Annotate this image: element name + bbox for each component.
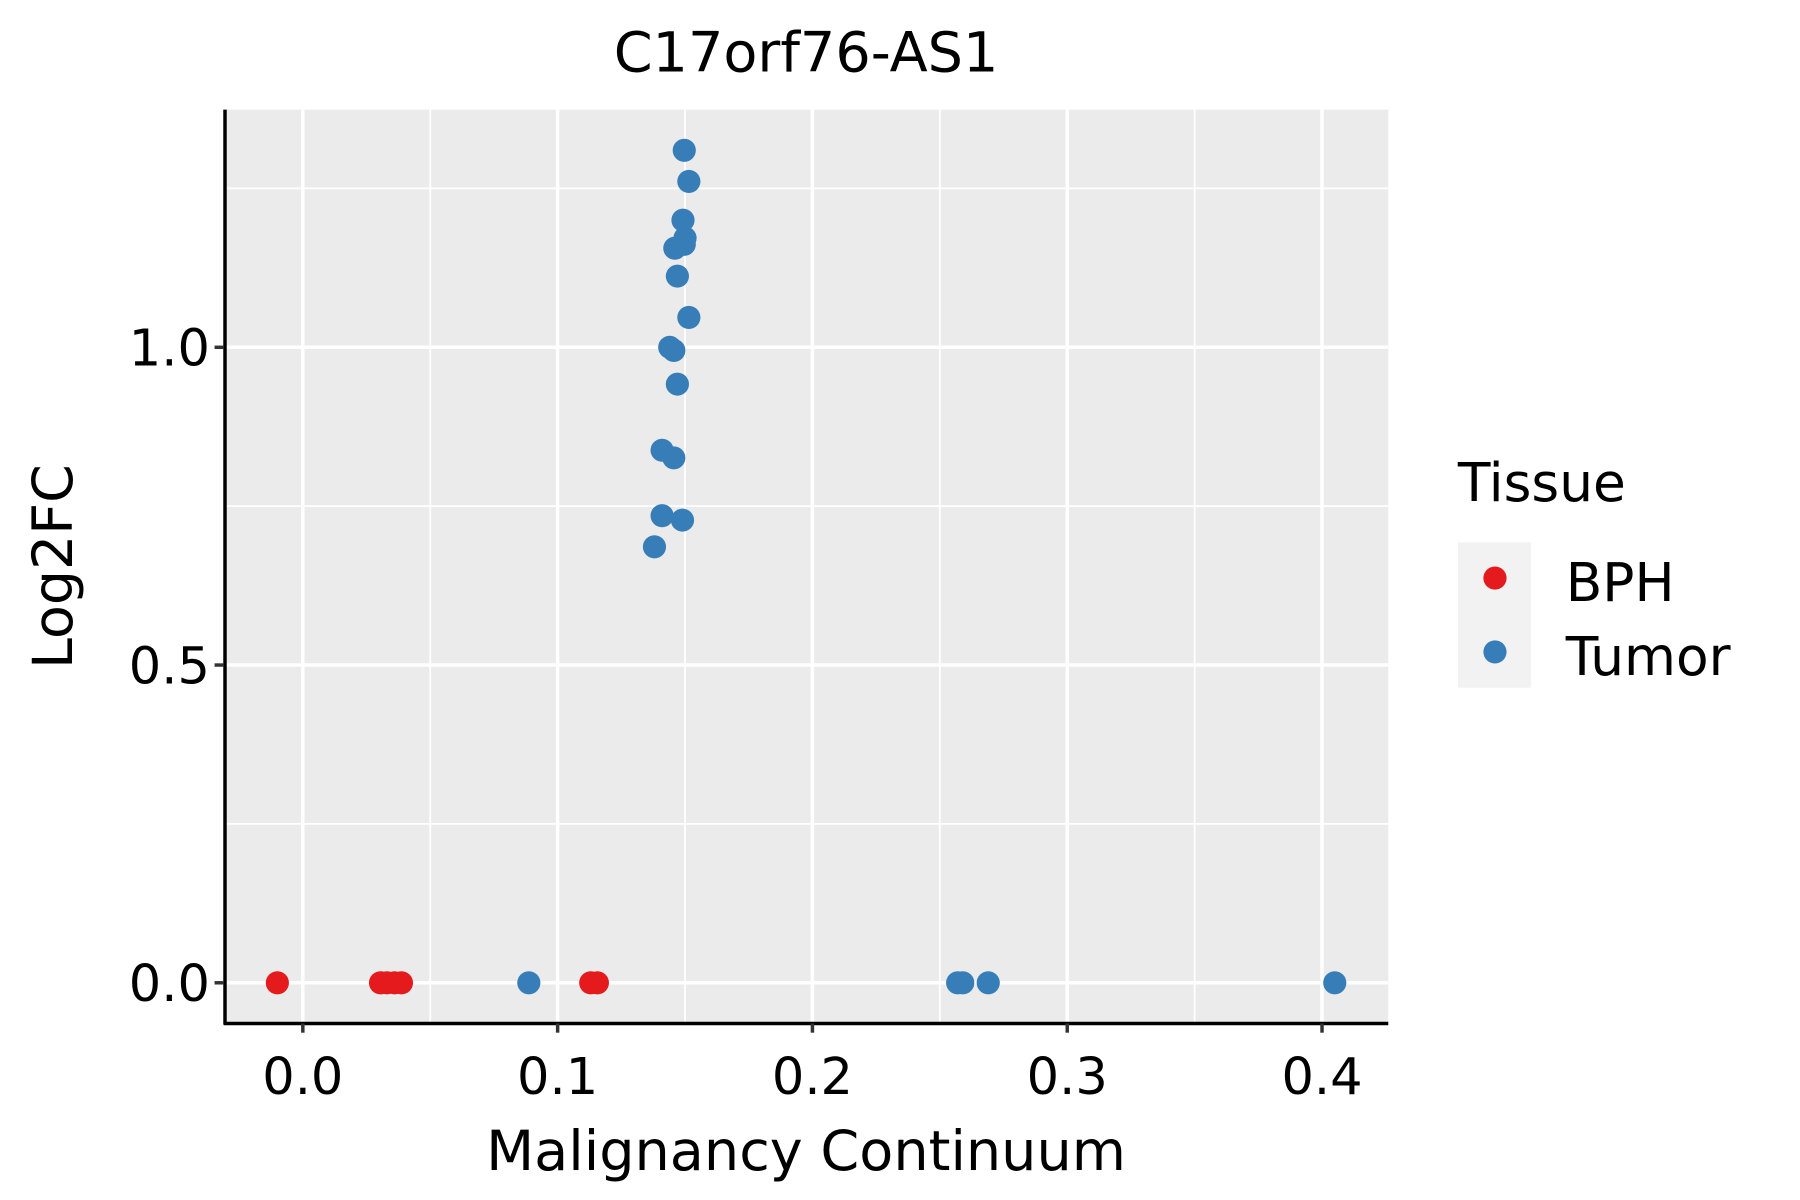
data-point-tumor (677, 305, 701, 329)
data-point-tumor (642, 535, 667, 559)
chart-title: C17orf76-AS1 (614, 21, 999, 86)
data-point-tumor (976, 971, 1000, 995)
legend-title: Tissue (1457, 452, 1626, 514)
data-point-tumor (665, 372, 689, 396)
x-tick-label: 0.4 (1281, 1048, 1362, 1107)
data-point-bph (265, 971, 289, 995)
x-tick-label: 0.2 (772, 1048, 853, 1107)
x-axis-title: Malignancy Continuum (486, 1119, 1126, 1184)
y-tick-label: 0.0 (129, 955, 210, 1014)
legend-label-bph: BPH (1566, 552, 1675, 614)
data-point-tumor (1323, 971, 1347, 995)
legend: Tissue BPH Tumor (1457, 452, 1731, 688)
legend-key-bph (1483, 566, 1507, 590)
data-point-tumor (663, 236, 687, 260)
data-point-tumor (650, 504, 674, 528)
data-point-tumor (677, 169, 701, 193)
y-axis-title: Log2FC (21, 464, 86, 669)
legend-key-tumor (1483, 640, 1507, 664)
data-point-bph (585, 971, 609, 995)
data-point-tumor (951, 971, 975, 995)
data-point-tumor (662, 446, 686, 470)
data-point-tumor (670, 508, 695, 532)
data-points (265, 138, 1347, 995)
x-tick-label: 0.1 (517, 1048, 598, 1107)
data-point-tumor (662, 338, 686, 363)
data-point-tumor (665, 264, 689, 288)
legend-key-background (1457, 542, 1531, 688)
data-point-tumor (672, 138, 696, 162)
data-point-tumor (671, 208, 695, 232)
y-tick-label: 1.0 (129, 320, 210, 379)
x-tick-label: 0.0 (262, 1048, 343, 1107)
y-tick-label: 0.5 (129, 638, 210, 697)
axis-ticks: 0.0 0.1 0.2 0.3 0.4 0.0 0.5 1.0 (129, 320, 1363, 1107)
gridlines (223, 109, 1389, 1024)
legend-label-tumor: Tumor (1565, 626, 1731, 688)
data-point-tumor (517, 971, 541, 995)
data-point-bph (389, 971, 414, 995)
x-tick-label: 0.3 (1027, 1048, 1108, 1107)
plot-panel (223, 109, 1389, 1024)
